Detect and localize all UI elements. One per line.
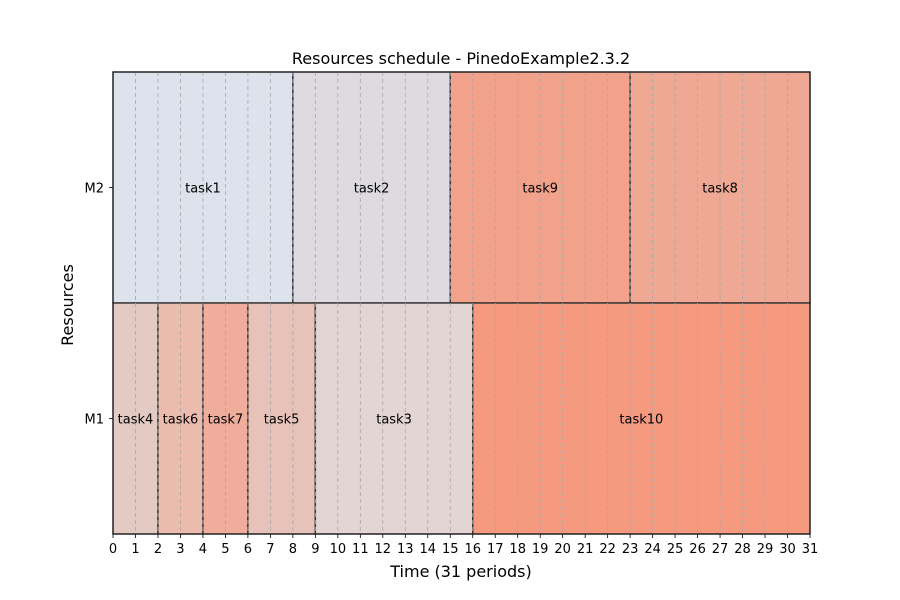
x-tick-label: 29 xyxy=(757,542,774,557)
x-tick-label: 31 xyxy=(802,542,819,557)
x-tick-label: 22 xyxy=(599,542,616,557)
x-tick-label: 12 xyxy=(375,542,392,557)
x-axis-label: Time (31 periods) xyxy=(389,562,531,581)
x-tick-label: 28 xyxy=(734,542,751,557)
task-label-task1: task1 xyxy=(185,182,221,197)
plot-frame xyxy=(112,71,811,535)
x-tick-label: 6 xyxy=(244,542,252,557)
task-label-task4: task4 xyxy=(118,413,154,428)
y-tick-label-M2: M2 xyxy=(85,182,105,197)
x-tick-label: 26 xyxy=(689,542,706,557)
task-label-task3: task3 xyxy=(376,413,412,428)
task-labels: task1 task2 task9 task8 task4 task6 task7 task5… xyxy=(118,182,738,428)
task-bars xyxy=(112,71,811,535)
x-tick-label: 18 xyxy=(509,542,526,557)
task-label-task5: task5 xyxy=(264,413,300,428)
x-tick-label: 16 xyxy=(464,542,481,557)
task-bar-task10 xyxy=(472,302,811,535)
x-tick-label: 8 xyxy=(289,542,297,557)
x-tick-label: 10 xyxy=(330,542,347,557)
y-axis-label: Resources xyxy=(58,264,77,346)
x-tick-label: 23 xyxy=(622,542,639,557)
x-tick-label: 13 xyxy=(397,542,414,557)
x-tick-label: 0 xyxy=(109,542,117,557)
x-tick-label: 20 xyxy=(554,542,571,557)
x-tick-label: 24 xyxy=(644,542,661,557)
x-tick-label: 21 xyxy=(577,542,594,557)
x-tick-label: 7 xyxy=(266,542,274,557)
x-tick-label: 1 xyxy=(131,542,139,557)
x-tick-label: 25 xyxy=(667,542,684,557)
grid-lines xyxy=(135,72,788,534)
x-tick-label: 5 xyxy=(221,542,229,557)
x-tick-label: 27 xyxy=(712,542,729,557)
x-tick-label: 30 xyxy=(779,542,796,557)
y-axis-ticks: M2 M1 xyxy=(85,182,113,428)
chart-title: Resources schedule - PinedoExample2.3.2 xyxy=(292,49,630,68)
x-tick-label: 2 xyxy=(154,542,162,557)
task-label-task6: task6 xyxy=(163,413,199,428)
task-label-task9: task9 xyxy=(522,182,558,197)
x-tick-label: 4 xyxy=(199,542,207,557)
y-tick-label-M1: M1 xyxy=(85,413,105,428)
x-axis-ticks: 0 1 2 3 4 5 6 7 8 9 10 11 12 13 14 15 16 17 18 19 20 21 22 23 24… xyxy=(109,534,818,557)
task-label-task7: task7 xyxy=(208,413,244,428)
x-tick-label: 14 xyxy=(420,542,437,557)
x-tick-label: 15 xyxy=(442,542,459,557)
task-label-task2: task2 xyxy=(354,182,390,197)
x-tick-label: 11 xyxy=(352,542,369,557)
x-tick-label: 9 xyxy=(311,542,319,557)
task-label-task10: task10 xyxy=(619,413,663,428)
task-bar-task2 xyxy=(292,71,451,304)
x-tick-label: 17 xyxy=(487,542,504,557)
x-tick-label: 19 xyxy=(532,542,549,557)
task-label-task8: task8 xyxy=(702,182,738,197)
x-tick-label: 3 xyxy=(176,542,184,557)
